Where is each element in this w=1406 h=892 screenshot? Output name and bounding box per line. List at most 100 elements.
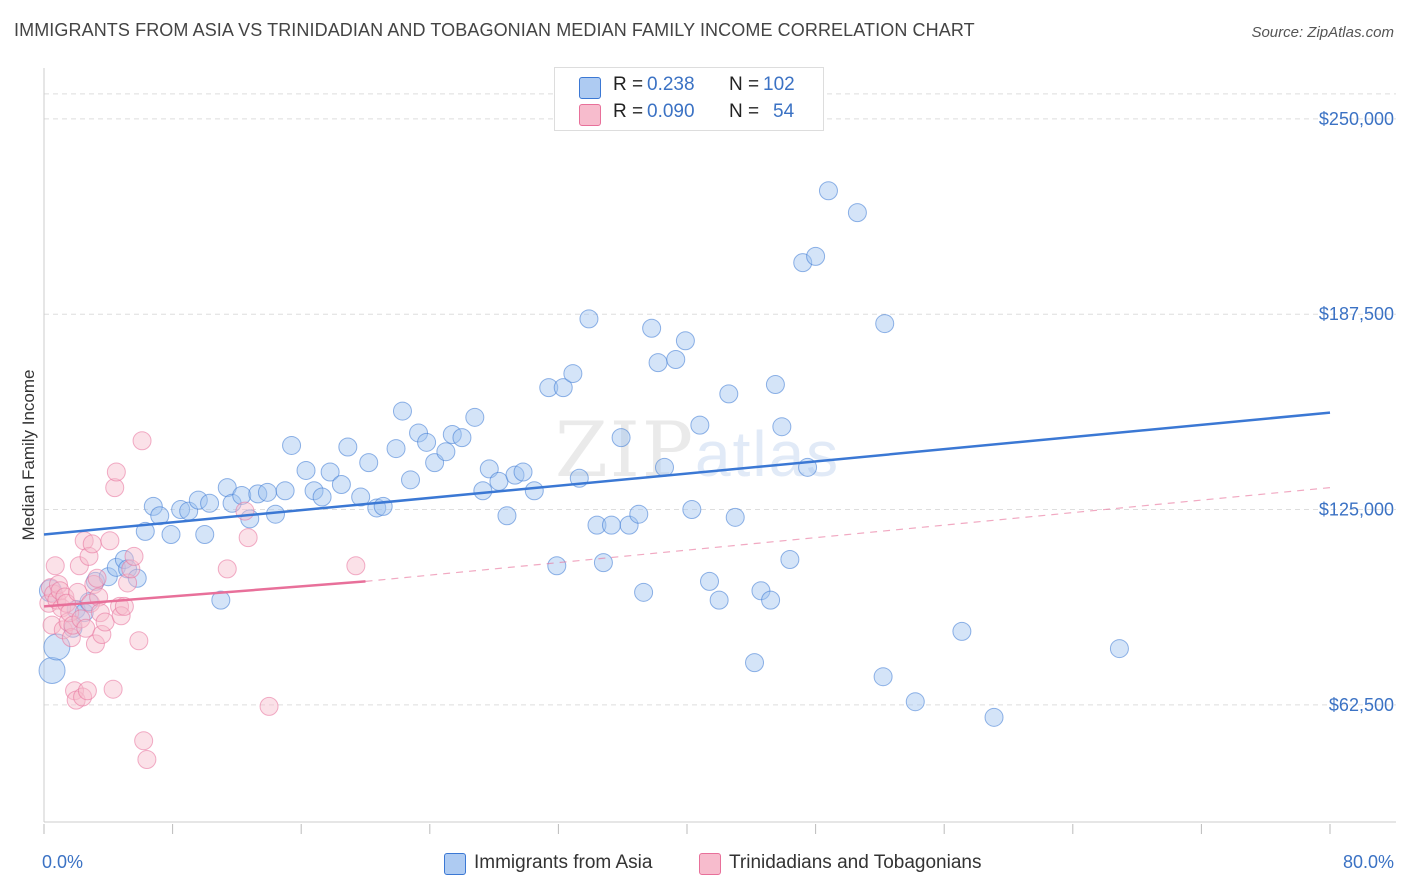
data-point bbox=[401, 470, 421, 490]
data-point bbox=[85, 634, 105, 654]
data-point bbox=[629, 504, 649, 524]
data-point bbox=[436, 442, 456, 462]
data-point bbox=[745, 653, 765, 673]
data-point bbox=[87, 568, 107, 588]
data-point bbox=[312, 487, 332, 507]
data-point bbox=[114, 596, 134, 616]
data-point bbox=[38, 656, 66, 684]
data-point bbox=[331, 475, 351, 494]
data-point bbox=[95, 612, 115, 632]
data-point bbox=[100, 531, 120, 551]
data-point bbox=[82, 534, 102, 554]
source-label: Source: ZipAtlas.com bbox=[1251, 24, 1394, 41]
data-point bbox=[563, 364, 583, 384]
data-point bbox=[642, 318, 662, 338]
data-point bbox=[217, 478, 237, 498]
data-point bbox=[984, 707, 1004, 727]
data-point bbox=[497, 506, 517, 526]
data-point bbox=[124, 546, 144, 566]
data-point bbox=[259, 696, 279, 716]
data-point bbox=[121, 559, 141, 579]
y-tick-label: $125,000 bbox=[1319, 500, 1394, 520]
data-point bbox=[373, 496, 393, 516]
x-tick-label: 0.0% bbox=[42, 852, 83, 872]
data-point bbox=[634, 582, 654, 602]
data-point bbox=[709, 590, 729, 610]
data-point bbox=[200, 493, 220, 513]
data-point bbox=[238, 528, 258, 548]
data-point bbox=[547, 556, 567, 576]
stats-row-trinidad: R = 0.090 N = 54 bbox=[555, 101, 823, 127]
data-point bbox=[601, 515, 621, 535]
series-immigrants-from-asia bbox=[38, 181, 1129, 727]
data-point bbox=[257, 482, 277, 502]
axes bbox=[43, 68, 1396, 834]
stats-row-asia: R = 0.238 N = 102 bbox=[555, 74, 823, 100]
data-point bbox=[45, 556, 65, 576]
y-axis-title: Median Family Income bbox=[19, 369, 38, 540]
data-point bbox=[489, 471, 509, 491]
data-point bbox=[129, 631, 149, 651]
legend-label-asia: Immigrants from Asia bbox=[474, 852, 653, 873]
data-point bbox=[675, 331, 695, 351]
data-point bbox=[351, 487, 371, 507]
data-point bbox=[127, 568, 147, 588]
data-point bbox=[135, 521, 155, 541]
data-point bbox=[48, 575, 68, 594]
r-label: R = bbox=[613, 101, 649, 122]
data-point bbox=[79, 546, 99, 566]
data-point bbox=[103, 679, 123, 699]
data-point bbox=[847, 203, 867, 223]
data-point bbox=[68, 582, 88, 602]
r-value: 0.090 bbox=[647, 101, 695, 122]
trend-line-extension bbox=[365, 487, 1331, 582]
data-point bbox=[479, 459, 499, 479]
data-point bbox=[118, 573, 138, 593]
data-point bbox=[195, 525, 215, 544]
data-point bbox=[386, 439, 406, 459]
data-point bbox=[818, 181, 838, 201]
data-point bbox=[524, 481, 544, 501]
data-point bbox=[952, 621, 972, 641]
y-tick-label: $250,000 bbox=[1319, 109, 1394, 129]
data-point bbox=[690, 415, 710, 435]
chart-title: IMMIGRANTS FROM ASIA VS TRINIDADIAN AND … bbox=[14, 20, 975, 40]
n-value: 102 bbox=[763, 74, 795, 95]
data-point bbox=[248, 484, 268, 504]
data-point bbox=[539, 378, 559, 398]
data-point bbox=[282, 435, 302, 455]
data-point bbox=[105, 478, 125, 498]
data-point bbox=[171, 500, 191, 519]
data-point bbox=[143, 496, 163, 516]
data-point bbox=[77, 681, 97, 701]
data-point bbox=[296, 460, 316, 480]
data-point bbox=[682, 500, 702, 519]
data-point bbox=[92, 625, 112, 644]
legend-swatch-trinidad bbox=[579, 104, 601, 126]
watermark-atlas: atlas bbox=[694, 418, 841, 490]
r-value: 0.238 bbox=[647, 74, 695, 95]
trend-line bbox=[43, 411, 1331, 536]
x-tick-label: 80.0% bbox=[1343, 852, 1394, 872]
data-point bbox=[85, 571, 105, 591]
data-point bbox=[232, 485, 252, 505]
trend-lines bbox=[43, 411, 1331, 608]
legend-label-trinidad: Trinidadians and Tobagonians bbox=[729, 852, 982, 873]
y-tick-label: $62,500 bbox=[1329, 695, 1394, 715]
data-point bbox=[137, 750, 157, 769]
data-point bbox=[619, 515, 639, 535]
data-point bbox=[392, 401, 412, 421]
data-point bbox=[134, 731, 154, 751]
data-point bbox=[106, 462, 126, 482]
data-point bbox=[1109, 639, 1129, 659]
data-point bbox=[217, 559, 237, 579]
data-point bbox=[648, 353, 668, 373]
data-point bbox=[875, 314, 895, 334]
series-legend: Immigrants from Asia Trinidadians and To… bbox=[0, 852, 1406, 878]
data-point bbox=[90, 603, 110, 623]
legend-swatch-asia bbox=[579, 77, 601, 99]
data-point bbox=[275, 481, 295, 501]
data-point bbox=[666, 350, 686, 369]
data-point bbox=[553, 378, 573, 398]
